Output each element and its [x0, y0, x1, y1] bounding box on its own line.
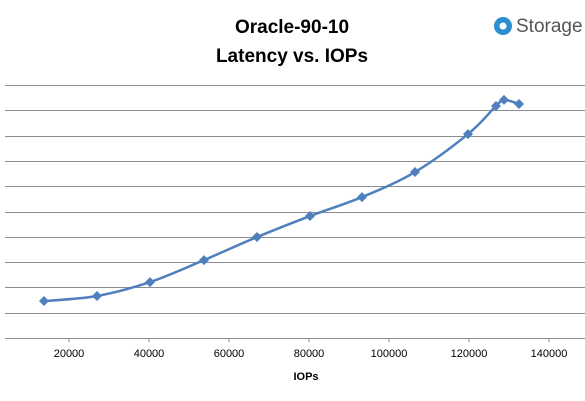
- logo-text: Storage: [516, 16, 583, 37]
- x-tick-label: 140000: [531, 348, 568, 360]
- data-point: [499, 94, 509, 105]
- data-point: [305, 211, 315, 222]
- data-point: [410, 167, 420, 178]
- x-tick-label: 100000: [371, 348, 408, 360]
- data-point: [199, 255, 209, 266]
- data-point: [491, 100, 501, 111]
- x-tick-label: 80000: [294, 348, 325, 360]
- data-point: [357, 192, 367, 203]
- logo-icon-hole: [499, 22, 507, 30]
- data-point: [463, 129, 473, 140]
- data-point: [39, 296, 49, 307]
- x-tick-label: 60000: [214, 348, 245, 360]
- chart-subtitle: Latency vs. IOPs: [216, 46, 368, 67]
- data-point: [145, 277, 155, 288]
- data-point: [252, 232, 262, 243]
- logo: Storage: [494, 16, 583, 37]
- x-axis-label: IOPs: [293, 371, 318, 383]
- x-tick-label: 40000: [134, 348, 165, 360]
- data-point: [92, 291, 102, 302]
- x-tick-label: 20000: [54, 348, 85, 360]
- data-point: [514, 98, 524, 109]
- x-tick-label: 120000: [451, 348, 488, 360]
- chart-title: Oracle-90-10: [235, 17, 349, 38]
